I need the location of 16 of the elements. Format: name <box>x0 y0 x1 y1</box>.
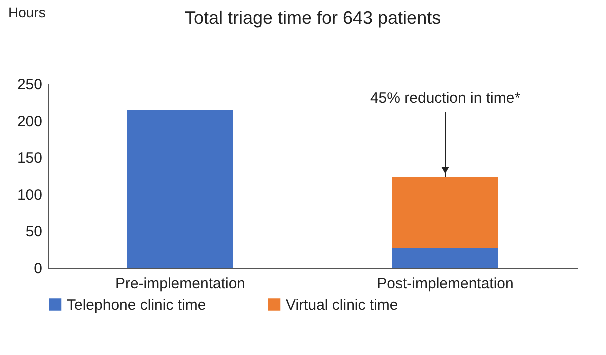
bar <box>392 177 498 248</box>
y-tick-label: 50 <box>26 224 42 241</box>
y-tick-label: 100 <box>17 186 42 204</box>
chart-title: Total triage time for 643 patients <box>184 8 442 28</box>
y-tick-label: 0 <box>34 260 42 278</box>
annotation: 45% reduction in time* <box>370 90 521 107</box>
bar <box>392 248 498 268</box>
y-tick-label: 150 <box>17 150 42 168</box>
legend-label: Virtual clinic time <box>286 296 398 314</box>
x-tick-label: Post-implementation <box>377 276 514 292</box>
y-tick-label: 200 <box>17 113 42 130</box>
bar <box>128 110 234 268</box>
x-tick-label: Pre-implementation <box>115 276 246 292</box>
y-axis-title: Hours <box>8 4 46 20</box>
legend-label: Telephone clinic time <box>67 296 206 314</box>
y-tick-label: 250 <box>17 76 42 94</box>
